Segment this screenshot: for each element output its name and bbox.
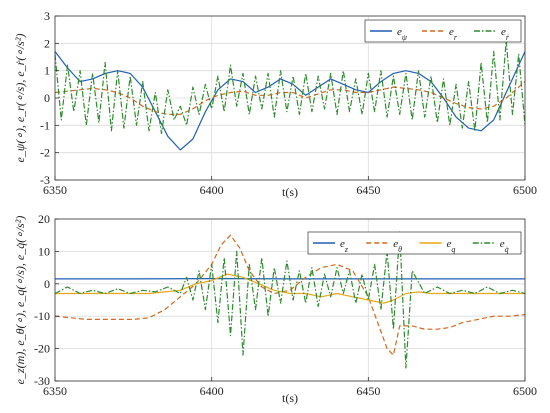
legend-entry: eψ <box>397 26 408 42</box>
x-tick-label: 6400 <box>200 183 224 197</box>
y-tick-label: -30 <box>34 374 50 388</box>
legend-entry: eq̇ <box>500 238 509 254</box>
x-tick-label: 6450 <box>356 384 380 398</box>
y-tick-label: 3 <box>44 9 50 23</box>
legend-entry: eṙ <box>501 26 510 42</box>
y-tick-label: -20 <box>34 342 50 356</box>
x-axis-label: t(s) <box>282 391 298 405</box>
y-tick-label: -1 <box>40 118 50 132</box>
legend-entry: eq <box>447 238 456 254</box>
x-tick-label: 6500 <box>513 183 537 197</box>
series-line-2-4 <box>55 231 525 369</box>
y-tick-label: 1 <box>44 64 50 78</box>
legend-box-2 <box>307 231 522 255</box>
series-line-2-2 <box>55 234 525 356</box>
x-tick-label: 6350 <box>43 384 67 398</box>
y-axis-label: e_ψ(∘), e_r(∘/s), e_ṙ(∘/s²) <box>13 34 27 163</box>
x-tick-label: 6500 <box>513 384 537 398</box>
series-line-1-2 <box>55 81 525 115</box>
x-tick-label: 6400 <box>200 384 224 398</box>
axes-frame-2 <box>54 218 526 382</box>
y-tick-label: -10 <box>34 309 50 323</box>
y-tick-label: -3 <box>40 173 50 187</box>
y-tick-label: 20 <box>38 212 50 226</box>
y-tick-label: 0 <box>44 277 50 291</box>
x-tick-label: 6450 <box>356 183 380 197</box>
x-axis-label: t(s) <box>282 185 298 199</box>
legend-entry: ez <box>340 238 349 254</box>
y-tick-label: 0 <box>44 91 50 105</box>
y-tick-label: 10 <box>38 244 50 258</box>
legend-entry: eθ <box>393 238 402 254</box>
y-axis-label: e_z(m), e_θ(∘), e_q(∘/s), e_q̇(∘/s²) <box>13 216 27 385</box>
series-line-1-3 <box>55 40 525 135</box>
x-tick-label: 6350 <box>43 183 67 197</box>
series-line-2-3 <box>55 273 525 304</box>
legend-entry: er <box>449 26 458 42</box>
y-tick-label: 2 <box>44 36 50 50</box>
y-tick-label: -2 <box>40 146 50 160</box>
